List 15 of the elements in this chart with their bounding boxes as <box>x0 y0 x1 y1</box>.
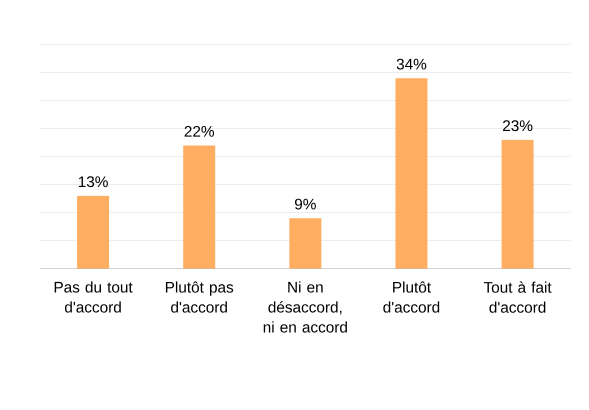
data-label: 34% <box>396 58 426 70</box>
bar <box>289 218 322 269</box>
bar <box>502 140 534 269</box>
x-tick-label: Plutôt d'accord <box>383 281 440 313</box>
data-label: 23% <box>503 120 532 132</box>
x-tick-label: Plutôt pas d'accord <box>166 281 234 313</box>
x-tick-label: Tout à fait d'accord <box>484 281 552 313</box>
data-label: 9% <box>294 198 316 210</box>
x-tick-label: Pas du tout d'accord <box>54 281 133 313</box>
data-label: 13% <box>78 176 108 188</box>
bar <box>77 196 110 269</box>
bar <box>183 145 216 269</box>
x-tick-label: Ni en désaccord, ni en accord <box>264 281 347 333</box>
bar <box>395 78 428 269</box>
data-label: 22% <box>184 126 214 137</box>
